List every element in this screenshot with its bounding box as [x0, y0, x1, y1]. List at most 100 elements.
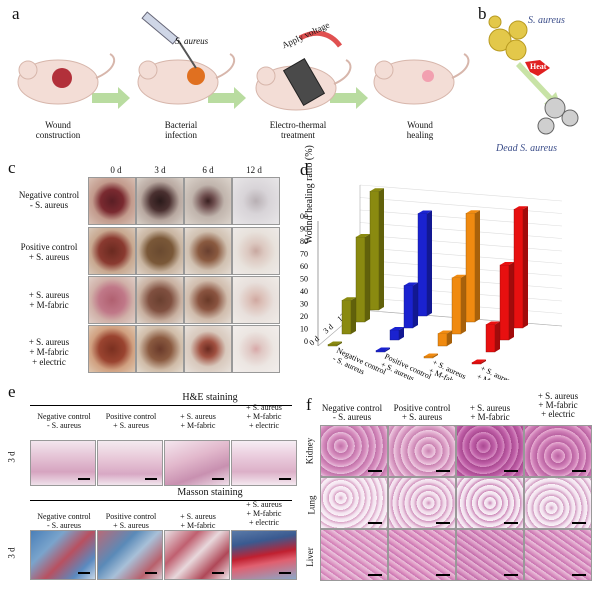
bar [355, 236, 366, 323]
scale-bar [145, 478, 157, 480]
wound-photo [88, 276, 136, 324]
scale-bar [368, 574, 382, 576]
wound-photo [184, 177, 232, 225]
panel-a-label: a [12, 4, 20, 23]
he-row-label: 3 d [6, 451, 17, 463]
syringe-label: S. aureus [175, 36, 209, 46]
he-group-3-label: + S. aureus + M-fabric [180, 412, 216, 430]
masson-histology-image [164, 530, 230, 580]
bar-side [427, 210, 432, 316]
lung-histology-image [524, 477, 592, 529]
bar-top [500, 262, 514, 265]
wound-photo [184, 276, 232, 324]
scale-bar [145, 572, 157, 574]
bar [389, 329, 400, 341]
masson-row-label: 3 d [6, 547, 17, 559]
bar-side [523, 206, 528, 328]
f-group-4-label: + S. aureus + M-fabric + electric [537, 391, 579, 419]
bar [465, 213, 476, 323]
gridline [359, 259, 563, 277]
mouse-2-icon [137, 11, 236, 105]
bar-side [337, 341, 342, 346]
y-tick-label: 80 [300, 237, 308, 246]
bar-top [466, 210, 480, 214]
scale-bar [436, 522, 450, 524]
bar-side [495, 321, 500, 352]
scale-bar [436, 574, 450, 576]
bar [451, 277, 462, 335]
organ-lung-label: Lung [306, 495, 317, 515]
bar [471, 362, 482, 365]
liver-histology-image [388, 529, 456, 581]
bar-side [413, 282, 418, 328]
he-staining-title: H&E staining [182, 392, 238, 403]
liver-histology-image [456, 529, 524, 581]
masson-histology-image [97, 530, 163, 580]
gridline [359, 184, 563, 202]
scale-bar [212, 572, 224, 574]
bar-side [399, 327, 404, 340]
masson-staining-title: Masson staining [177, 487, 243, 498]
bar [485, 324, 496, 353]
wound-photo [88, 325, 136, 373]
bar [513, 209, 524, 329]
lung-histology-image [320, 477, 388, 529]
dead-bacteria-label: Dead S. aureus [496, 143, 558, 154]
bar-side [433, 353, 438, 358]
bar [327, 344, 338, 347]
wound-photo [136, 227, 184, 275]
wound-photo [232, 177, 280, 225]
step-4-label: Wound healing [406, 120, 434, 140]
y-tick-label: 50 [300, 275, 308, 284]
group-axis-label: + S. aureus+ M-fabric [427, 358, 467, 380]
scale-bar [436, 470, 450, 472]
bar-side [481, 359, 486, 364]
gridline [359, 209, 563, 227]
panel-b-illustration [488, 15, 579, 135]
group-c-1-label: Negative control - S. aureus [18, 190, 80, 210]
bar [417, 213, 428, 317]
gridline [359, 234, 563, 252]
liver-histology-image [320, 529, 388, 581]
scale-bar [572, 522, 586, 524]
lung-histology-image [388, 477, 456, 529]
bar-top [404, 282, 418, 286]
wound-photo [184, 325, 232, 373]
wound-photo [88, 227, 136, 275]
mouse-4-icon [373, 53, 470, 105]
bar [403, 285, 414, 329]
bar-top [356, 234, 370, 237]
bar-side [509, 262, 514, 340]
step-3-label: Electro-thermal treatment [269, 120, 327, 140]
masson-histology-image [30, 530, 96, 580]
scale-bar [212, 478, 224, 480]
he-group-4-label: + S. aureus + M-fabric + electric [246, 403, 282, 430]
f-group-2-label: Positive control + S. aureus [393, 403, 451, 422]
day-3-label: 3 d [154, 165, 166, 175]
bar-side [461, 274, 466, 334]
bar-side [475, 210, 480, 322]
scale-bar [279, 478, 291, 480]
he-group-1-label: Negative control - S. aureus [37, 412, 91, 430]
panel-e-label: e [8, 382, 16, 401]
kidney-histology-image [388, 425, 456, 477]
bar-top [486, 321, 500, 325]
bar-top [328, 341, 342, 345]
scale-bar [279, 572, 291, 574]
scale-bar [572, 470, 586, 472]
wound-photo [88, 177, 136, 225]
panel-d-label: d [300, 160, 309, 179]
y-tick-label: 20 [300, 312, 308, 321]
bar [375, 350, 386, 353]
scale-bar [504, 470, 518, 472]
masson-histology-image [231, 530, 297, 580]
gridline [359, 247, 563, 264]
panel-b-label: b [478, 4, 487, 23]
liver-histology-image [524, 529, 592, 581]
bar-top [376, 347, 390, 351]
wound-photo [232, 325, 280, 373]
group-c-3-label: + S. aureus + M-fabric [28, 290, 70, 310]
masson-group-1-label: Negative control - S. aureus [37, 512, 91, 530]
masson-group-4-label: + S. aureus + M-fabric + electric [246, 500, 282, 527]
bar-top [370, 188, 384, 192]
